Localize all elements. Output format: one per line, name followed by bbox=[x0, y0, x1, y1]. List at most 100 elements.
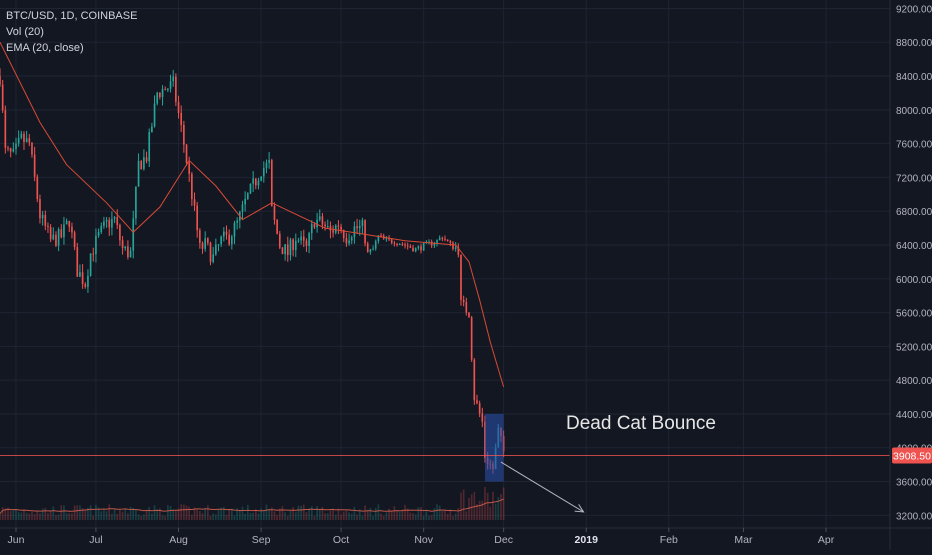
candle bbox=[25, 138, 28, 143]
volume-bar bbox=[273, 511, 276, 520]
volume-bar bbox=[159, 508, 161, 520]
volume-bar bbox=[31, 511, 33, 520]
volume-bar bbox=[265, 504, 268, 520]
volume-bar bbox=[236, 508, 238, 520]
candle bbox=[289, 239, 292, 256]
volume-bar bbox=[44, 507, 47, 520]
candle bbox=[393, 242, 396, 244]
candle bbox=[17, 138, 20, 144]
volume-bar bbox=[185, 505, 188, 520]
volume-bar bbox=[103, 508, 105, 520]
candle bbox=[156, 92, 159, 104]
candle bbox=[398, 244, 401, 246]
candle bbox=[465, 302, 468, 313]
candle bbox=[481, 413, 484, 422]
volume-bar bbox=[422, 515, 425, 520]
candle bbox=[241, 204, 244, 212]
trend-arrow-head bbox=[574, 504, 585, 513]
candle bbox=[438, 237, 441, 240]
candle bbox=[340, 226, 342, 230]
volume-bar bbox=[153, 505, 156, 520]
volume-bar bbox=[161, 515, 164, 520]
volume-bar bbox=[73, 505, 76, 520]
candle bbox=[436, 239, 438, 244]
candle bbox=[95, 235, 97, 255]
candle bbox=[414, 248, 417, 252]
volume-bar bbox=[23, 509, 25, 520]
volume-bar bbox=[143, 514, 145, 520]
candle bbox=[41, 214, 44, 219]
volume-bar bbox=[305, 512, 308, 520]
volume-bar bbox=[215, 514, 217, 520]
candle bbox=[337, 225, 340, 227]
volume-bar bbox=[180, 504, 183, 520]
candle bbox=[422, 242, 425, 251]
candle bbox=[409, 246, 412, 248]
volume-bar bbox=[396, 511, 398, 520]
volume-bar bbox=[41, 508, 44, 520]
volume-bar bbox=[462, 489, 465, 520]
candle bbox=[297, 240, 300, 242]
candle bbox=[105, 219, 108, 222]
volume-bar bbox=[81, 508, 84, 520]
candle bbox=[364, 220, 366, 244]
volume-bar bbox=[201, 513, 204, 520]
y-tick-label: 4400.00 bbox=[896, 410, 932, 421]
candle bbox=[268, 160, 270, 163]
volume-bar bbox=[420, 506, 422, 520]
volume-bar bbox=[238, 510, 241, 520]
candle bbox=[257, 180, 260, 186]
candle bbox=[145, 157, 148, 162]
volume-bar bbox=[284, 512, 286, 520]
volume-bar bbox=[79, 505, 81, 520]
volume-bar bbox=[353, 506, 356, 520]
volume-bar bbox=[374, 507, 377, 520]
volume-bar bbox=[228, 509, 230, 520]
candle bbox=[52, 234, 55, 240]
candle bbox=[273, 206, 276, 220]
volume-bar bbox=[454, 513, 457, 520]
volume-bar bbox=[444, 509, 446, 520]
volume-bar bbox=[1, 507, 4, 520]
candle bbox=[233, 222, 236, 237]
volume-bar bbox=[497, 497, 500, 520]
candle bbox=[236, 220, 238, 223]
volume-bar bbox=[270, 507, 273, 520]
candle bbox=[329, 226, 332, 231]
candle bbox=[284, 244, 286, 255]
y-tick-label: 9200.00 bbox=[896, 4, 932, 15]
volume-bar bbox=[135, 508, 137, 520]
x-tick-label: Feb bbox=[660, 534, 678, 546]
candle bbox=[47, 225, 49, 228]
volume-bar bbox=[433, 508, 436, 520]
volume-bar bbox=[97, 507, 100, 520]
x-tick-label: Jul bbox=[89, 534, 102, 546]
x-tick-label: Mar bbox=[734, 534, 753, 546]
candle bbox=[108, 219, 111, 228]
volume-bar bbox=[84, 509, 87, 520]
volume-bar bbox=[4, 508, 7, 520]
volume-bar bbox=[167, 505, 169, 520]
volume-bar bbox=[268, 508, 270, 520]
candle bbox=[401, 244, 404, 246]
volume-bar bbox=[412, 513, 414, 520]
candle bbox=[177, 101, 180, 113]
candle bbox=[185, 144, 188, 163]
volume-bar bbox=[329, 509, 332, 520]
volume-bar bbox=[207, 505, 209, 520]
candle bbox=[246, 193, 249, 199]
volume-bar bbox=[148, 506, 151, 520]
volume-bar bbox=[358, 509, 361, 520]
volume-bar bbox=[25, 512, 28, 520]
volume-bar bbox=[294, 512, 297, 520]
volume-bar bbox=[49, 511, 52, 520]
candle bbox=[215, 244, 217, 255]
volume-bar bbox=[500, 494, 502, 520]
candle bbox=[92, 253, 95, 255]
candle bbox=[265, 162, 268, 169]
volume-bar bbox=[164, 515, 167, 520]
volume-bar bbox=[193, 507, 196, 520]
candle bbox=[55, 234, 57, 246]
